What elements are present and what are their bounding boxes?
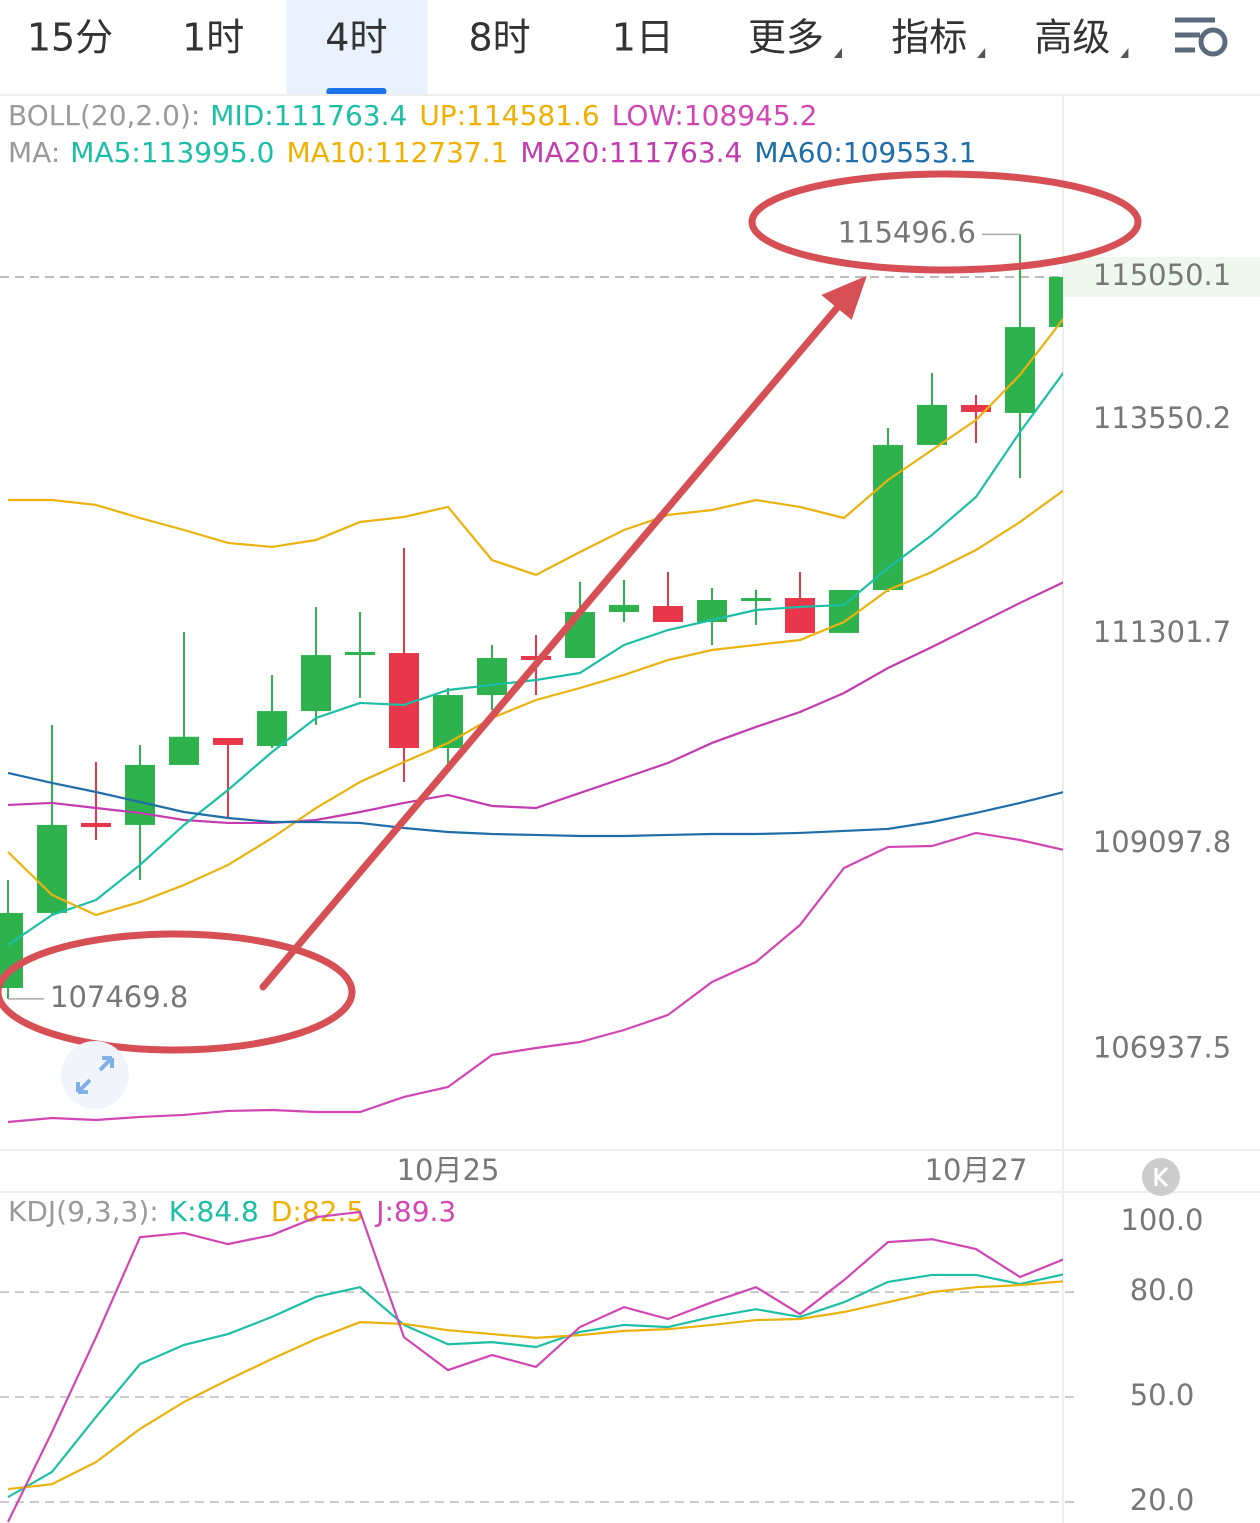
plot-area [7, 1210, 1063, 1523]
dropdown-arrow [834, 48, 842, 58]
legend-item: MID:111763.4 [210, 99, 407, 132]
candle-body [697, 600, 727, 622]
low-marker-label: 107469.8 [50, 980, 188, 1014]
tab[interactable]: 高级 [1034, 16, 1110, 60]
y-tick-label: 111301.7 [1093, 615, 1231, 649]
indicator-line [7, 831, 1063, 1124]
candle-body [37, 824, 67, 913]
legend-item: MA20:111763.4 [520, 136, 742, 169]
candle-body [609, 604, 639, 612]
kdj-chart: KDJ(9,3,3): K:84.8 D:82.5 J:89.3 20.0 50.0 80.… [0, 1195, 1204, 1523]
candle-body [301, 655, 331, 712]
candle-body [565, 612, 595, 658]
y-tick-label: 100.0 [1120, 1203, 1203, 1237]
tab[interactable]: 更多 [748, 16, 824, 60]
y-tick-label: 20.0 [1130, 1483, 1195, 1517]
tab-bar: 15分 1时 4时 8时 1日 更多 指标 高级 [27, 0, 1129, 95]
last-price-label: 115050.1 [1093, 258, 1231, 292]
candle-body [169, 736, 199, 765]
legend-item: MA60:109553.1 [754, 136, 976, 169]
settings-icon[interactable] [1175, 17, 1228, 57]
candle-body [785, 598, 815, 633]
y-tick-label: 80.0 [1130, 1273, 1195, 1307]
expand-icon[interactable] [61, 1041, 129, 1109]
legend-title: BOLL(20,2.0): [8, 99, 200, 132]
active-tab-bg [286, 0, 428, 95]
indicator-line [8, 317, 1063, 577]
plot-area [0, 234, 1063, 1124]
x-tick-label: 10月25 [397, 1153, 500, 1187]
candle-body [917, 404, 947, 445]
indicator-line [7, 1280, 1063, 1491]
y-tick-label: 113550.2 [1093, 401, 1231, 435]
legend-item: D:82.5 [271, 1195, 364, 1228]
legend-item: UP:114581.6 [419, 99, 599, 132]
last-price-bg [1064, 256, 1260, 297]
candle-body [961, 404, 991, 412]
tab[interactable]: 指标 [891, 16, 967, 60]
legend-item: J:89.3 [374, 1195, 456, 1228]
legend-item: K:84.8 [169, 1195, 259, 1228]
candle-body [653, 606, 683, 622]
indicator-line [7, 1210, 1063, 1523]
candle-body [257, 711, 287, 746]
y-tick-label: 109097.8 [1093, 825, 1231, 859]
annotation [0, 170, 1142, 1054]
indicator-line [7, 371, 1063, 946]
y-tick-label: 50.0 [1130, 1378, 1195, 1412]
legend-title: MA: [8, 136, 60, 169]
candle-body [81, 822, 111, 828]
candle-body [741, 598, 771, 601]
candle-body [873, 444, 903, 590]
candle-body [1049, 276, 1063, 328]
legend-item: MA5:113995.0 [70, 136, 274, 169]
candle-body [1005, 327, 1035, 413]
candle-body [433, 695, 463, 748]
tab[interactable]: 1日 [612, 16, 674, 60]
reset-icon[interactable] [1142, 1158, 1180, 1196]
high-marker-label: 115496.6 [838, 215, 976, 249]
candle-body [345, 652, 375, 656]
active-tab-indicator [326, 88, 387, 95]
tab[interactable]: 4时 [325, 16, 387, 60]
candle-body [477, 658, 507, 696]
price-chart: BOLL(20,2.0): MID:111763.4 UP:114581.6 LOW:… [0, 99, 1260, 1187]
candle-body [125, 764, 155, 825]
indicator-line [7, 581, 1063, 825]
candle-body [213, 738, 243, 745]
dropdown-arrow [1120, 48, 1129, 58]
y-tick-label: 106937.5 [1093, 1031, 1231, 1065]
tab[interactable]: 1时 [182, 16, 244, 60]
x-tick-label: 10月27 [925, 1153, 1028, 1187]
legend-item: MA10:112737.1 [286, 136, 508, 169]
indicator-line [7, 489, 1063, 917]
candle-body [521, 656, 551, 660]
dropdown-arrow [977, 48, 986, 58]
tab[interactable]: 15分 [27, 16, 113, 60]
indicator-line [7, 1273, 1063, 1499]
indicator-line [7, 771, 1063, 838]
legend-item: LOW:108945.2 [612, 99, 818, 132]
tab[interactable]: 8时 [469, 16, 531, 60]
legend-title: KDJ(9,3,3): [8, 1195, 159, 1228]
